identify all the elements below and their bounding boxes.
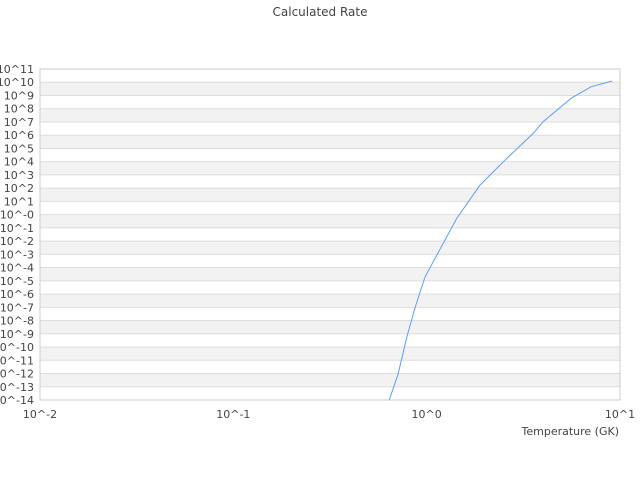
grid-band: [40, 294, 620, 308]
grid-band: [40, 135, 620, 149]
y-tick-label: 10^1: [4, 195, 34, 208]
y-tick-label: 10^6: [4, 129, 34, 142]
grid-band: [40, 373, 620, 387]
y-tick-label: 10^-3: [0, 248, 34, 261]
grid-band: [40, 347, 620, 361]
y-tick-label: 10^-12: [0, 368, 34, 381]
y-tick-label: 10^-10: [0, 341, 34, 354]
y-tick-label: 10^3: [4, 169, 34, 182]
y-tick-label: 10^-9: [0, 328, 34, 341]
y-tick-label: 10^-13: [0, 381, 34, 394]
series-line: [388, 80, 613, 401]
y-tick-label: 10^8: [4, 103, 34, 116]
y-tick-label: 10^4: [4, 156, 34, 169]
chart-title: Calculated Rate: [273, 5, 368, 19]
y-tick-label: 10^-2: [0, 235, 34, 248]
y-tick-label: 10^-7: [0, 301, 34, 314]
x-axis-label: Temperature (GK): [521, 425, 620, 438]
y-tick-label: 10^-1: [0, 222, 34, 235]
y-tick-label: 10^11: [0, 63, 34, 76]
y-tick-label: 10^-5: [0, 275, 34, 288]
plot-border: [39, 68, 621, 401]
y-tick-label: 10^2: [4, 182, 34, 195]
y-tick-label: 10^5: [4, 142, 34, 155]
grid-band: [40, 161, 620, 175]
y-tick-label: 10^-6: [0, 288, 34, 301]
y-tick-label: 10^-14: [0, 394, 34, 407]
grid-band: [40, 320, 620, 334]
grid-band: [40, 267, 620, 281]
x-tick-label: 10^1: [605, 408, 635, 421]
y-tick-label: 10^-11: [0, 354, 34, 367]
x-tick-label: 10^0: [412, 408, 442, 421]
grid-band: [40, 214, 620, 228]
y-tick-label: 10^-8: [0, 315, 34, 328]
grid-band: [40, 241, 620, 255]
grid-band: [40, 108, 620, 122]
x-tick-label: 10^-1: [216, 408, 250, 421]
y-tick-label: 10^10: [0, 76, 34, 89]
y-tick-label: 10^-4: [0, 262, 34, 275]
grid-band: [40, 188, 620, 202]
grid-band: [40, 82, 620, 96]
y-tick-label: 10^7: [4, 116, 34, 129]
y-tick-label: 10^-0: [0, 209, 34, 222]
x-tick-label: 10^-2: [23, 408, 57, 421]
y-tick-label: 10^9: [4, 89, 34, 102]
